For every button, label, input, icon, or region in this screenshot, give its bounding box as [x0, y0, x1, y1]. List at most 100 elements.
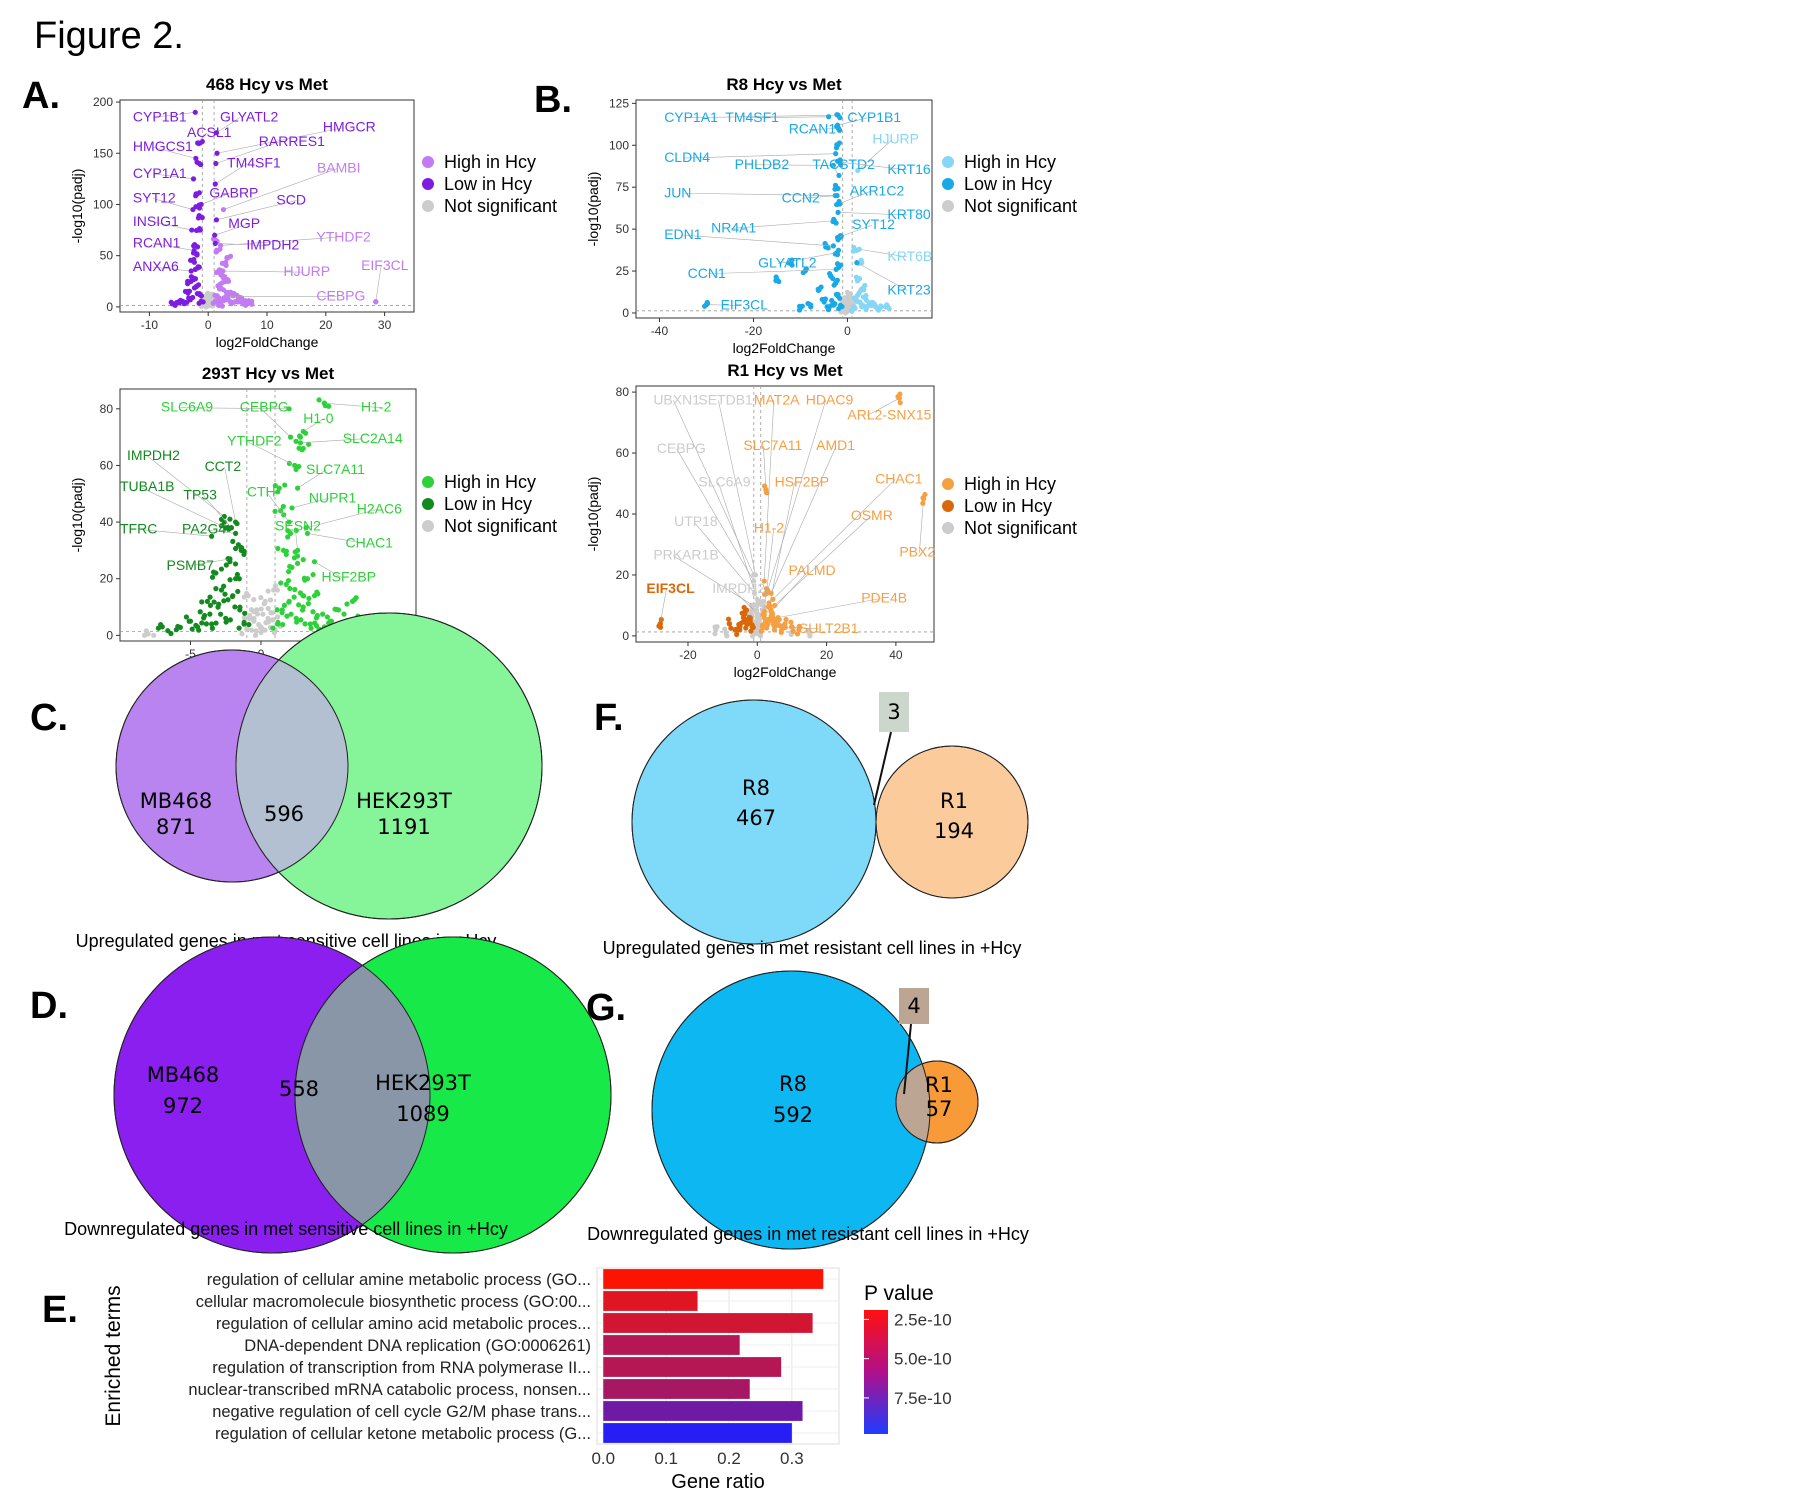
enriched-term-label: DNA-dependent DNA replication (GO:000626…: [244, 1337, 591, 1355]
venn-overlap-callout-f: [879, 692, 909, 732]
labeled-point-d: [754, 596, 760, 602]
labeled-point-a: [190, 206, 196, 213]
gene-label-b: JUN: [664, 184, 691, 200]
gene-label-leader-b: [857, 139, 893, 171]
point-low-in-hcy-c: [221, 598, 227, 604]
gene-label-leader-b: [837, 117, 868, 126]
gene-label-leader-d: [763, 528, 775, 612]
point-high-in-hcy-d: [794, 631, 801, 637]
point-not-significant-c: [265, 588, 271, 594]
point-high-in-hcy-c: [294, 560, 301, 566]
legend-marker-d: [942, 522, 954, 534]
gene-label-leader-c: [224, 467, 236, 523]
gene-label-a: CYP1B1: [133, 109, 187, 125]
gene-label-d: HSF2BP: [775, 474, 829, 490]
y-tick-label-d: 0: [622, 629, 629, 643]
gene-label-leader-d: [774, 626, 819, 630]
x-tick-label-d: 20: [820, 648, 834, 662]
gene-label-leader-c: [324, 402, 382, 408]
gene-label-c: SLC7A11: [306, 461, 365, 477]
point-not-significant-c: [249, 627, 255, 633]
point-high-in-hcy-a: [232, 298, 238, 305]
point-low-in-hcy-b: [836, 140, 843, 146]
point-high-in-hcy-d: [920, 500, 926, 506]
x-tick-label-b: -20: [745, 324, 763, 338]
point-low-in-hcy-a: [196, 190, 202, 196]
labeled-point-d: [752, 572, 759, 578]
y-tick-label-a: 150: [93, 146, 113, 160]
gene-label-b: EIF3CL: [721, 297, 769, 313]
point-low-in-hcy-c: [210, 569, 217, 575]
point-low-in-hcy-c: [189, 626, 195, 632]
venn-left-name-d: MB468: [147, 1063, 220, 1087]
y-axis-label-c: -log10(padj): [69, 478, 85, 553]
point-high-in-hcy-d: [765, 622, 771, 628]
venn-diagram-upregulated-resistant: R8 467 R1 194 3 Upregulated genes in met resi…: [603, 692, 1029, 958]
point-low-in-hcy-c: [242, 610, 248, 616]
point-high-in-hcy-a: [220, 287, 227, 293]
point-high-in-hcy-a: [220, 274, 226, 281]
gene-label-a: SYT12: [133, 189, 176, 205]
labeled-point-c: [232, 530, 239, 537]
gene-label-leader-d: [867, 397, 900, 416]
gene-label-leader-b: [838, 212, 908, 216]
gene-label-leader-a: [215, 141, 279, 164]
point-low-in-hcy-b: [776, 278, 782, 285]
bar-y-axis-label: Enriched terms: [102, 1285, 125, 1426]
enrichment-bar: [603, 1357, 782, 1377]
plot-area-b: [635, 99, 933, 319]
point-not-significant-d: [807, 633, 813, 639]
point-high-in-hcy-c: [324, 614, 330, 620]
gene-label-leader-a: [216, 200, 297, 221]
enriched-term-label: regulation of cellular amine metabolic p…: [207, 1271, 591, 1289]
point-low-in-hcy-b: [808, 304, 814, 310]
point-high-in-hcy-c: [299, 607, 306, 613]
labeled-point-d: [752, 608, 759, 615]
gene-label-d: EIF3CL: [646, 580, 695, 596]
point-not-significant-c: [270, 617, 276, 623]
y-tick-label-b: 0: [622, 306, 629, 320]
x-tick-label-a: -10: [141, 318, 159, 332]
x-tick-label-b: 0: [844, 324, 851, 338]
panel-letter-a: A.: [22, 75, 60, 117]
point-high-in-hcy-c: [272, 482, 278, 489]
gene-label-a: GLYATL2: [220, 109, 279, 125]
point-high-in-hcy-c: [288, 611, 294, 617]
labeled-point-c: [227, 556, 233, 562]
point-not-significant-c: [241, 594, 247, 600]
point-low-in-hcy-a: [195, 264, 201, 270]
venn-callout-pointer-f: [873, 731, 892, 806]
gene-label-leader-d: [919, 498, 924, 553]
y-tick-label-b: 25: [616, 264, 630, 278]
enrichment-bar: [603, 1379, 750, 1399]
gene-label-c: CEBPG: [240, 399, 289, 415]
point-low-in-hcy-b: [819, 296, 825, 303]
plot-title-d: R1 Hcy vs Met: [727, 361, 843, 380]
point-low-in-hcy-b: [832, 182, 839, 188]
point-low-in-hcy-a: [191, 259, 197, 265]
point-low-in-hcy-c: [213, 620, 219, 626]
gene-label-b: HJURP: [872, 131, 919, 147]
labeled-point-a: [373, 299, 379, 305]
enriched-term-label: nuclear-transcribed mRNA catabolic proce…: [188, 1381, 591, 1399]
gene-label-leader-b: [754, 164, 834, 166]
venn-left-name-g: R8: [779, 1072, 807, 1096]
venn-caption-f: Upregulated genes in met resistant cell …: [603, 938, 1022, 958]
legend-marker-a: [422, 156, 434, 168]
gene-label-leader-b: [684, 153, 836, 159]
x-tick-label-c: -5: [185, 647, 196, 661]
point-high-in-hcy-c: [293, 527, 299, 534]
gene-label-leader-d: [770, 445, 837, 594]
labeled-point-b: [856, 246, 862, 252]
gene-label-leader-a: [216, 117, 241, 134]
gene-label-leader-a: [223, 168, 338, 210]
gene-label-leader-c: [139, 486, 226, 529]
gene-label-leader-d: [673, 555, 754, 606]
point-low-in-hcy-c: [232, 576, 239, 582]
volcano-plot-r1: R1 Hcy vs Met -20 0 20 40 0 20 40 60 80 log2FoldCh…: [585, 361, 1077, 680]
point-high-in-hcy-c: [285, 534, 291, 540]
point-not-significant-c: [151, 632, 157, 638]
y-axis-label-d: -log10(padj): [585, 477, 601, 552]
legend-marker-b: [942, 200, 954, 212]
x-tick-label-a: 30: [378, 318, 392, 332]
